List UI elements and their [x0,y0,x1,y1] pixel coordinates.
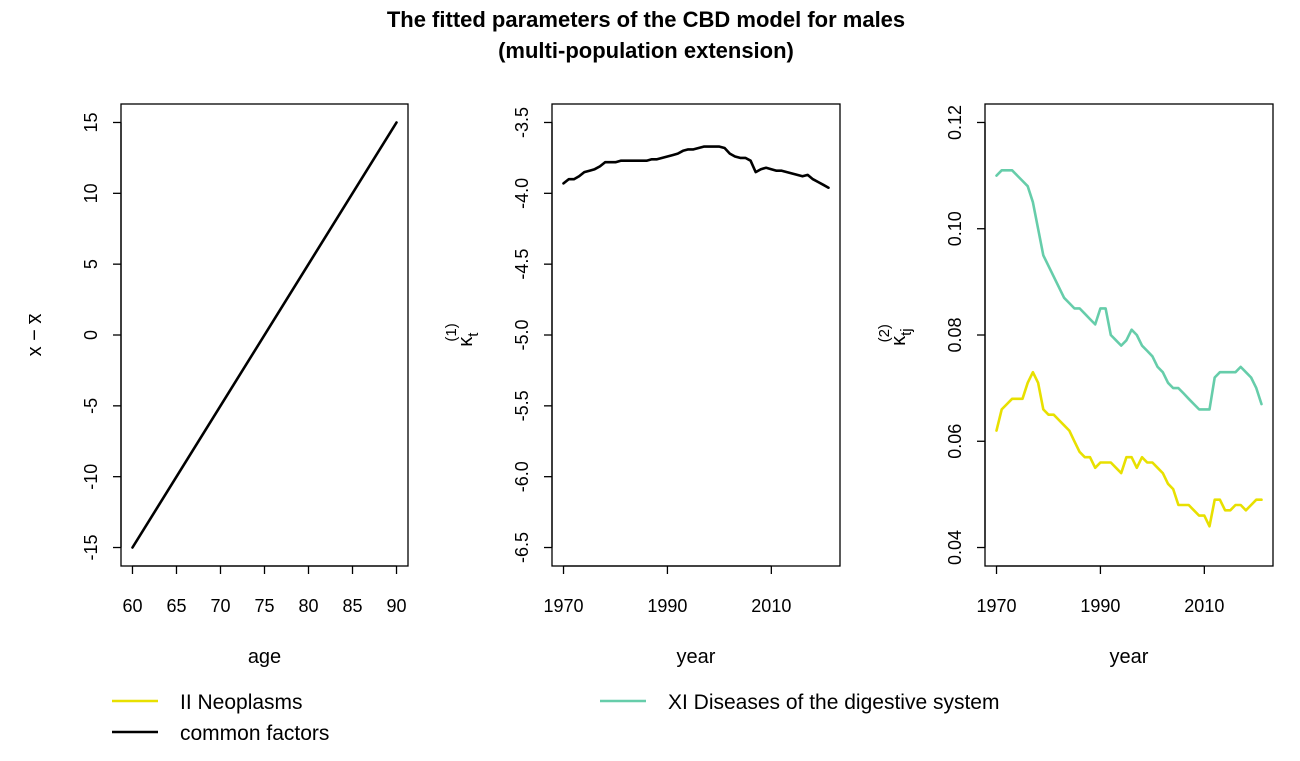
y-tick-label: 0 [81,330,101,340]
y-tick-label: 0.10 [945,211,965,246]
y-tick-label: 10 [81,183,101,203]
plot-frame [551,103,841,567]
y-tick-label: -15 [81,535,101,561]
y-axis-label: κtj(2) [876,324,915,346]
x-tick-label: 65 [166,596,186,616]
y-tick-label: -6.0 [512,461,532,492]
y-tick-label: 15 [81,112,101,132]
x-tick-label: 2010 [1184,596,1224,616]
y-tick-label: -4.0 [512,178,532,209]
y-tick-label: -6.5 [512,532,532,563]
x-tick-label: 2010 [751,596,791,616]
y-tick-label: -3.5 [512,107,532,138]
panel-kappa1: 1970 1990 2010 -6.5 -6.0 -5.5 -5.0 -4.5 -4.0 -3.5… [443,103,841,668]
chart-title-line2: (multi-population extension) [498,38,794,63]
y-tick-label: -5.0 [512,319,532,350]
y-tick-label: 0.12 [945,105,965,140]
x-tick-label: 70 [210,596,230,616]
y-axis-label: x − x_ [14,314,46,357]
y-tick-label: -10 [81,464,101,490]
panel-kappa2: 1970 1990 2010 0.04 0.06 0.08 0.10 0.12 year κtj(… [876,103,1274,668]
x-axis-label: age [248,646,281,668]
legend: II Neoplasms XI Diseases of the digestiv… [112,691,999,745]
series-line-common-factors [131,121,398,549]
legend-label-common-factors: common factors [180,722,329,745]
series-line-ii-neoplasms [995,370,1263,528]
y-tick-label: 5 [81,259,101,269]
x-tick-label: 1990 [647,596,687,616]
x-tick-label: 60 [122,596,142,616]
x-tick-label: 90 [387,596,407,616]
y-tick-label: 0.04 [945,530,965,565]
x-axis-label: year [677,646,716,668]
legend-label-digestive: XI Diseases of the digestive system [668,691,999,714]
x-tick-label: 75 [254,596,274,616]
y-tick-label: -4.5 [512,249,532,280]
chart-title-line1: The fitted parameters of the CBD model f… [387,7,905,32]
y-axis-label: κt(1) [443,323,482,347]
panel-age-deviation: 60 65 70 75 80 85 90 -15 -10 -5 0 5 10 15 age x − x_ [14,103,409,668]
x-tick-label: 1990 [1080,596,1120,616]
legend-label-neoplasms: II Neoplasms [180,691,303,714]
y-tick-label: -5.5 [512,390,532,421]
y-tick-label: 0.06 [945,424,965,459]
x-tick-label: 1970 [976,596,1016,616]
x-tick-label: 80 [298,596,318,616]
y-tick-label: -5 [81,398,101,414]
x-axis-label: year [1110,646,1149,668]
y-tick-label: 0.08 [945,317,965,352]
series-line-xi-diseases-of-the-digestive-system [995,169,1263,411]
series-line-common-factors [562,145,830,189]
x-tick-label: 1970 [543,596,583,616]
x-tick-label: 85 [342,596,362,616]
